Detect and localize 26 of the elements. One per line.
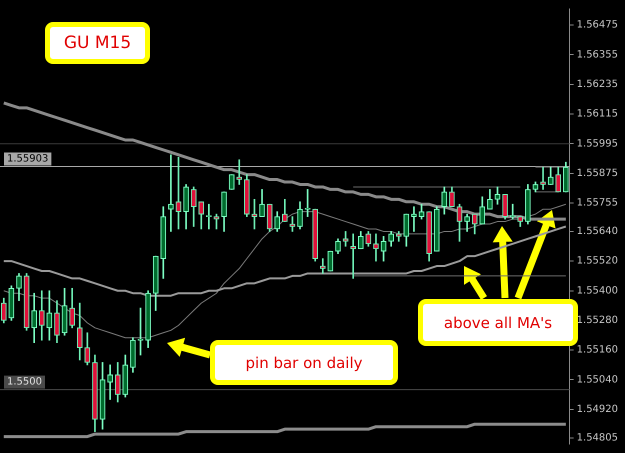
y-tick-label: 1.56235 <box>576 78 618 90</box>
y-tick-label: 1.56475 <box>576 20 618 31</box>
ref-line-label: 1.55903 <box>7 154 48 165</box>
y-tick-label: 1.55040 <box>576 374 618 386</box>
text-box: GU M15 <box>45 22 150 64</box>
y-tick-label: 1.56115 <box>576 108 618 120</box>
ref-line-label: 1.5500 <box>7 376 42 388</box>
y-tick-label: 1.55160 <box>576 344 618 356</box>
y-tick-label: 1.55995 <box>576 138 618 150</box>
candlestick <box>214 214 220 230</box>
y-tick-label: 1.55755 <box>576 198 618 209</box>
candlestick <box>411 206 417 232</box>
y-tick-label: 1.55640 <box>576 226 618 238</box>
candlestick <box>176 156 182 230</box>
y-tick-label: 1.55280 <box>576 315 618 326</box>
candlestick <box>252 198 258 230</box>
text-box: pin bar on daily <box>210 340 398 385</box>
y-tick-label: 1.55875 <box>576 168 618 179</box>
candlestick <box>373 234 379 262</box>
y-tick-label: 1.55400 <box>576 285 618 296</box>
y-tick-label: 1.54920 <box>576 404 618 415</box>
y-tick-label: 1.56355 <box>576 49 618 60</box>
y-tick-label: 1.54805 <box>576 432 618 444</box>
y-tick-label: 1.55520 <box>576 256 618 267</box>
text-box: above all MA's <box>418 299 578 346</box>
candlestick <box>540 166 546 190</box>
